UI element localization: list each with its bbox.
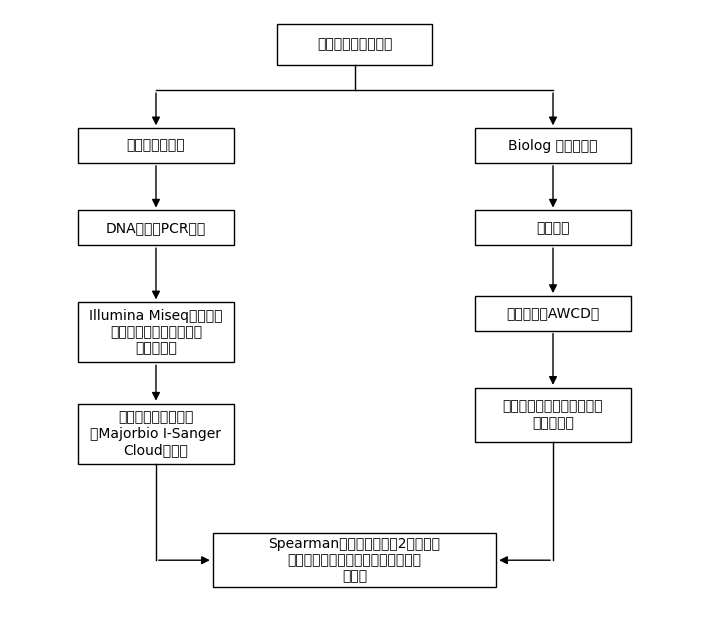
- FancyBboxPatch shape: [475, 210, 631, 245]
- FancyBboxPatch shape: [277, 23, 432, 65]
- Text: 培养与读取AWCD值: 培养与读取AWCD值: [506, 306, 600, 320]
- FancyBboxPatch shape: [475, 387, 631, 442]
- Text: 土壤微生物样品采集: 土壤微生物样品采集: [317, 37, 392, 51]
- FancyBboxPatch shape: [78, 404, 234, 463]
- Text: 样品制备: 样品制备: [536, 221, 570, 235]
- Text: Spearman秩次分析方法（2尾）分析
真菌属水平优势物种与六类碳源的相
关性。: Spearman秩次分析方法（2尾）分析 真菌属水平优势物种与六类碳源的相 关性…: [269, 537, 440, 584]
- Text: 高通量测序实验: 高通量测序实验: [127, 139, 185, 153]
- Text: 真菌属水平组成分析
（Majorbio I-Sanger
Cloud平台）: 真菌属水平组成分析 （Majorbio I-Sanger Cloud平台）: [91, 410, 221, 457]
- Text: 计算土壤微生物群落对六类
碳源利用率: 计算土壤微生物群落对六类 碳源利用率: [503, 399, 603, 430]
- Text: DNA提取，PCR扩增: DNA提取，PCR扩增: [106, 221, 206, 235]
- Text: Biolog 微平板实验: Biolog 微平板实验: [508, 139, 598, 153]
- FancyBboxPatch shape: [78, 128, 234, 163]
- Text: Illumina Miseq平台测序
（上海美吉生物医药科技
有限公司）: Illumina Miseq平台测序 （上海美吉生物医药科技 有限公司）: [89, 309, 223, 356]
- FancyBboxPatch shape: [213, 533, 496, 587]
- FancyBboxPatch shape: [78, 303, 234, 362]
- FancyBboxPatch shape: [475, 128, 631, 163]
- FancyBboxPatch shape: [475, 296, 631, 330]
- FancyBboxPatch shape: [78, 210, 234, 245]
